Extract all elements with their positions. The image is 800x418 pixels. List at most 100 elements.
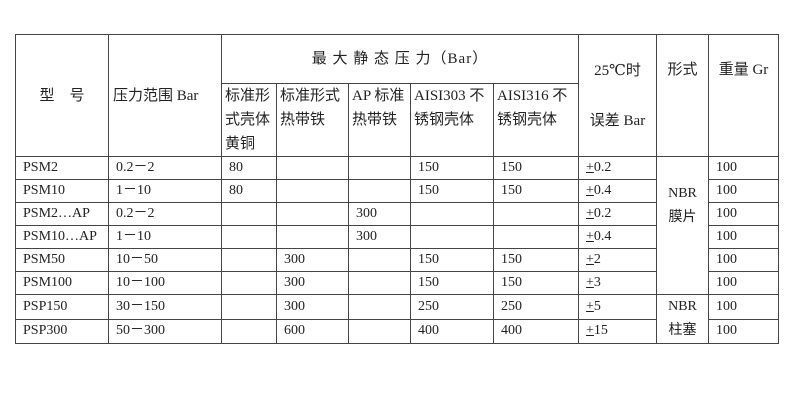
cell-pressure — [276, 225, 349, 249]
table-body: PSM2 0.2－2 80 150 150 +0.2 NBR 膜片 100 PSM10 1－10 80… — [15, 156, 779, 344]
tolerance-value: 3 — [593, 275, 601, 290]
table-row: PSM50 10－50 300 150 150 +2 100 — [15, 248, 779, 272]
shape-line1: NBR — [668, 185, 697, 201]
cell-pressure — [348, 248, 411, 272]
table-row: PSM100 10－100 300 150 150 +3 100 — [15, 271, 779, 295]
cell-pressure — [410, 225, 494, 249]
cell-tolerance: +0.4 — [578, 225, 657, 249]
cell-weight: 100 — [708, 202, 779, 226]
plus-minus-symbol: + — [586, 160, 594, 175]
cell-pressure: 300 — [348, 202, 411, 226]
cell-range: 10－50 — [108, 248, 222, 272]
cell-pressure: 400 — [410, 318, 494, 344]
cell-pressure — [276, 156, 349, 180]
cell-pressure: 150 — [410, 248, 494, 272]
tolerance-value: 2 — [593, 252, 601, 267]
cell-pressure — [276, 202, 349, 226]
cell-pressure: 300 — [348, 225, 411, 249]
header-sub-5: AISI316 不锈钢壳体 — [493, 83, 579, 157]
cell-range: 30－150 — [108, 294, 222, 320]
cell-model: PSM2…AP — [15, 202, 109, 226]
cell-weight: 100 — [708, 318, 779, 344]
table-row: PSM10 1－10 80 150 150 +0.4 100 — [15, 179, 779, 203]
cell-pressure — [221, 271, 277, 295]
table-row: PSM2 0.2－2 80 150 150 +0.2 NBR 膜片 100 — [15, 156, 779, 295]
cell-weight: 100 — [708, 248, 779, 272]
header-model: 型 号 — [15, 34, 109, 157]
cell-pressure — [221, 202, 277, 226]
cell-pressure: 150 — [410, 156, 494, 180]
shape-line2: 柱塞 — [668, 323, 697, 338]
cell-pressure: 80 — [221, 156, 277, 180]
header-sub-2: 标准形式热带铁 — [276, 83, 349, 157]
plus-minus-symbol: + — [586, 275, 594, 290]
cell-pressure: 400 — [493, 318, 579, 344]
cell-range: 1－10 — [108, 225, 222, 249]
cell-pressure: 600 — [276, 318, 349, 344]
cell-model: PSM2 — [15, 156, 109, 180]
cell-pressure — [348, 271, 411, 295]
cell-weight: 100 — [708, 179, 779, 203]
tolerance-value: 0.4 — [593, 183, 612, 198]
header-sub-3: AP 标准热带铁 — [348, 83, 411, 157]
cell-pressure: 150 — [493, 271, 579, 295]
tolerance-value: 15 — [593, 323, 608, 339]
header-weight: 重量 Gr — [708, 34, 779, 157]
cell-pressure: 80 — [221, 179, 277, 203]
cell-pressure: 300 — [276, 271, 349, 295]
cell-tolerance: +0.2 — [578, 156, 657, 180]
table-row: PSM2…AP 0.2－2 300 +0.2 100 — [15, 202, 779, 226]
header-range: 压力范围 Bar — [108, 34, 222, 157]
cell-pressure: 300 — [276, 248, 349, 272]
cell-pressure — [493, 225, 579, 249]
cell-pressure — [221, 318, 277, 344]
header-tolerance: 25℃时 误差 Bar — [578, 34, 657, 157]
cell-weight: 100 — [708, 294, 779, 320]
cell-tolerance: +15 — [578, 318, 657, 344]
tolerance-value: 0.2 — [593, 206, 612, 221]
table-row: PSM10…AP 1－10 300 +0.4 100 — [15, 225, 779, 249]
cell-weight: 100 — [708, 225, 779, 249]
cell-pressure — [221, 248, 277, 272]
plus-minus-symbol: + — [586, 252, 594, 267]
cell-pressure — [276, 179, 349, 203]
tolerance-value: 5 — [593, 298, 601, 314]
cell-pressure: 250 — [493, 294, 579, 320]
plus-minus-symbol: + — [586, 323, 594, 339]
cell-pressure: 300 — [276, 294, 349, 320]
cell-pressure: 250 — [410, 294, 494, 320]
cell-pressure: 150 — [410, 271, 494, 295]
cell-range: 0.2－2 — [108, 202, 222, 226]
cell-tolerance: +0.4 — [578, 179, 657, 203]
table-row: PSP150 30－150 300 250 250 +5 NBR 柱塞 100 — [15, 294, 779, 344]
cell-pressure — [410, 202, 494, 226]
cell-pressure — [493, 202, 579, 226]
plus-minus-symbol: + — [586, 206, 594, 221]
header-sub-1: 标准形式壳体黄铜 — [221, 83, 277, 157]
plus-minus-symbol: + — [586, 183, 594, 198]
cell-model: PSM100 — [15, 271, 109, 295]
header-shape: 形式 — [656, 34, 709, 157]
tol-line2: 误差 Bar — [589, 112, 646, 129]
cell-pressure: 150 — [493, 248, 579, 272]
cell-pressure — [348, 318, 411, 344]
tolerance-value: 0.2 — [593, 160, 612, 175]
cell-pressure — [348, 179, 411, 203]
cell-shape: NBR 膜片 — [656, 156, 709, 295]
cell-pressure — [221, 294, 277, 320]
cell-weight: 100 — [708, 271, 779, 295]
cell-range: 0.2－2 — [108, 156, 222, 180]
plus-minus-symbol: + — [586, 229, 594, 244]
cell-weight: 100 — [708, 156, 779, 180]
cell-pressure: 150 — [410, 179, 494, 203]
header-max-static: 最 大 静 态 压 力（Bar） — [221, 34, 579, 84]
cell-range: 1－10 — [108, 179, 222, 203]
cell-pressure — [348, 156, 411, 180]
cell-pressure: 150 — [493, 179, 579, 203]
shape-line2: 膜片 — [668, 209, 697, 225]
cell-range: 50－300 — [108, 318, 222, 344]
shape-line1: NBR — [668, 299, 697, 314]
cell-pressure: 150 — [493, 156, 579, 180]
cell-tolerance: +0.2 — [578, 202, 657, 226]
cell-model: PSM10…AP — [15, 225, 109, 249]
